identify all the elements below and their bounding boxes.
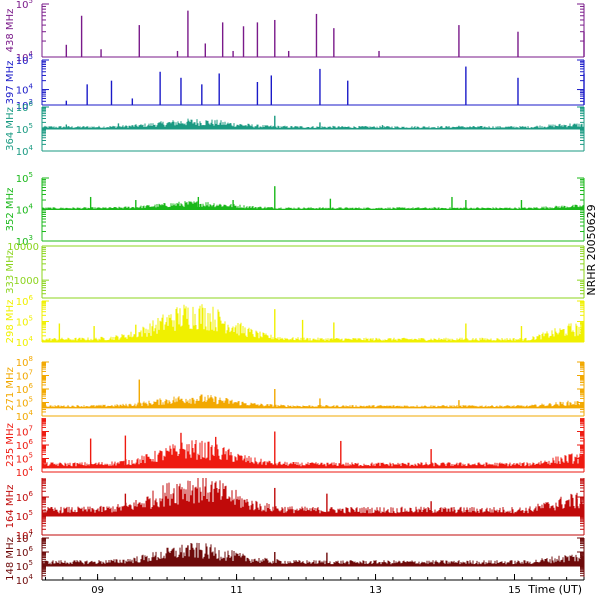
y-tick-label-271-mhz: 106 bbox=[16, 382, 34, 396]
y-tick-label-271-mhz: 108 bbox=[16, 355, 33, 369]
signal-trace-364-mhz bbox=[41, 118, 585, 129]
y-tick-label-364-mhz: 106 bbox=[16, 100, 34, 114]
signal-trace-164-mhz bbox=[41, 478, 585, 516]
panel-label-438-mhz: 438 MHz bbox=[5, 9, 16, 53]
y-tick-label-298-mhz: 105 bbox=[16, 315, 33, 329]
y-tick-label-164-mhz: 105 bbox=[16, 509, 33, 523]
y-tick-label-333-mhz: 1000 bbox=[14, 276, 39, 287]
y-tick-label-271-mhz: 104 bbox=[16, 409, 34, 423]
panel-label-271-mhz: 271 MHz bbox=[5, 367, 16, 411]
panel-label-235-mhz: 235 MHz bbox=[5, 423, 16, 467]
panel-label-352-mhz: 352 MHz bbox=[5, 188, 16, 232]
y-tick-label-298-mhz: 106 bbox=[16, 294, 34, 308]
y-tick-label-364-mhz: 104 bbox=[16, 144, 34, 158]
y-tick-label-352-mhz: 104 bbox=[16, 203, 34, 217]
signal-trace-235-mhz bbox=[41, 440, 585, 468]
y-tick-label-148-mhz: 105 bbox=[16, 559, 33, 573]
y-tick-label-235-mhz: 106 bbox=[16, 438, 34, 452]
y-tick-label-333-mhz: 10000 bbox=[7, 242, 39, 253]
y-tick-label-397-mhz: 105 bbox=[16, 53, 33, 67]
panel-label-333-mhz: 333 MHz bbox=[5, 250, 16, 294]
panel-label-397-mhz: 397 MHz bbox=[5, 61, 16, 105]
time-tick-label: 09 bbox=[91, 585, 104, 596]
panel-label-148-mhz: 148 MHz bbox=[5, 537, 16, 581]
signal-trace-298-mhz bbox=[41, 304, 585, 342]
panel-label-364-mhz: 364 MHz bbox=[5, 107, 16, 151]
y-tick-label-271-mhz: 107 bbox=[16, 369, 33, 383]
y-tick-label-235-mhz: 104 bbox=[16, 465, 34, 479]
y-tick-label-148-mhz: 104 bbox=[16, 573, 34, 587]
time-tick-label: 15 bbox=[508, 585, 521, 596]
y-tick-label-235-mhz: 107 bbox=[16, 425, 33, 439]
panel-label-298-mhz: 298 MHz bbox=[5, 300, 16, 344]
y-tick-label-352-mhz: 105 bbox=[16, 171, 33, 185]
signal-trace-271-mhz bbox=[41, 394, 585, 408]
y-tick-label-298-mhz: 104 bbox=[16, 335, 34, 349]
y-tick-label-438-mhz: 105 bbox=[16, 0, 33, 11]
time-tick-label: 11 bbox=[230, 585, 243, 596]
signal-trace-352-mhz bbox=[41, 201, 585, 210]
y-tick-label-164-mhz: 106 bbox=[16, 490, 34, 504]
y-tick-label-271-mhz: 105 bbox=[16, 396, 33, 410]
signal-trace-148-mhz bbox=[41, 542, 585, 566]
dataset-side-label: NRHR 20050629 bbox=[585, 204, 598, 295]
y-tick-label-397-mhz: 104 bbox=[16, 83, 34, 97]
time-axis-label: Time (UT) bbox=[527, 583, 582, 596]
y-tick-label-148-mhz: 107 bbox=[16, 531, 33, 545]
y-tick-label-364-mhz: 105 bbox=[16, 122, 33, 136]
panel-label-164-mhz: 164 MHz bbox=[5, 485, 16, 529]
y-tick-label-235-mhz: 105 bbox=[16, 452, 33, 466]
time-tick-label: 13 bbox=[369, 585, 382, 596]
y-tick-label-148-mhz: 106 bbox=[16, 545, 34, 559]
